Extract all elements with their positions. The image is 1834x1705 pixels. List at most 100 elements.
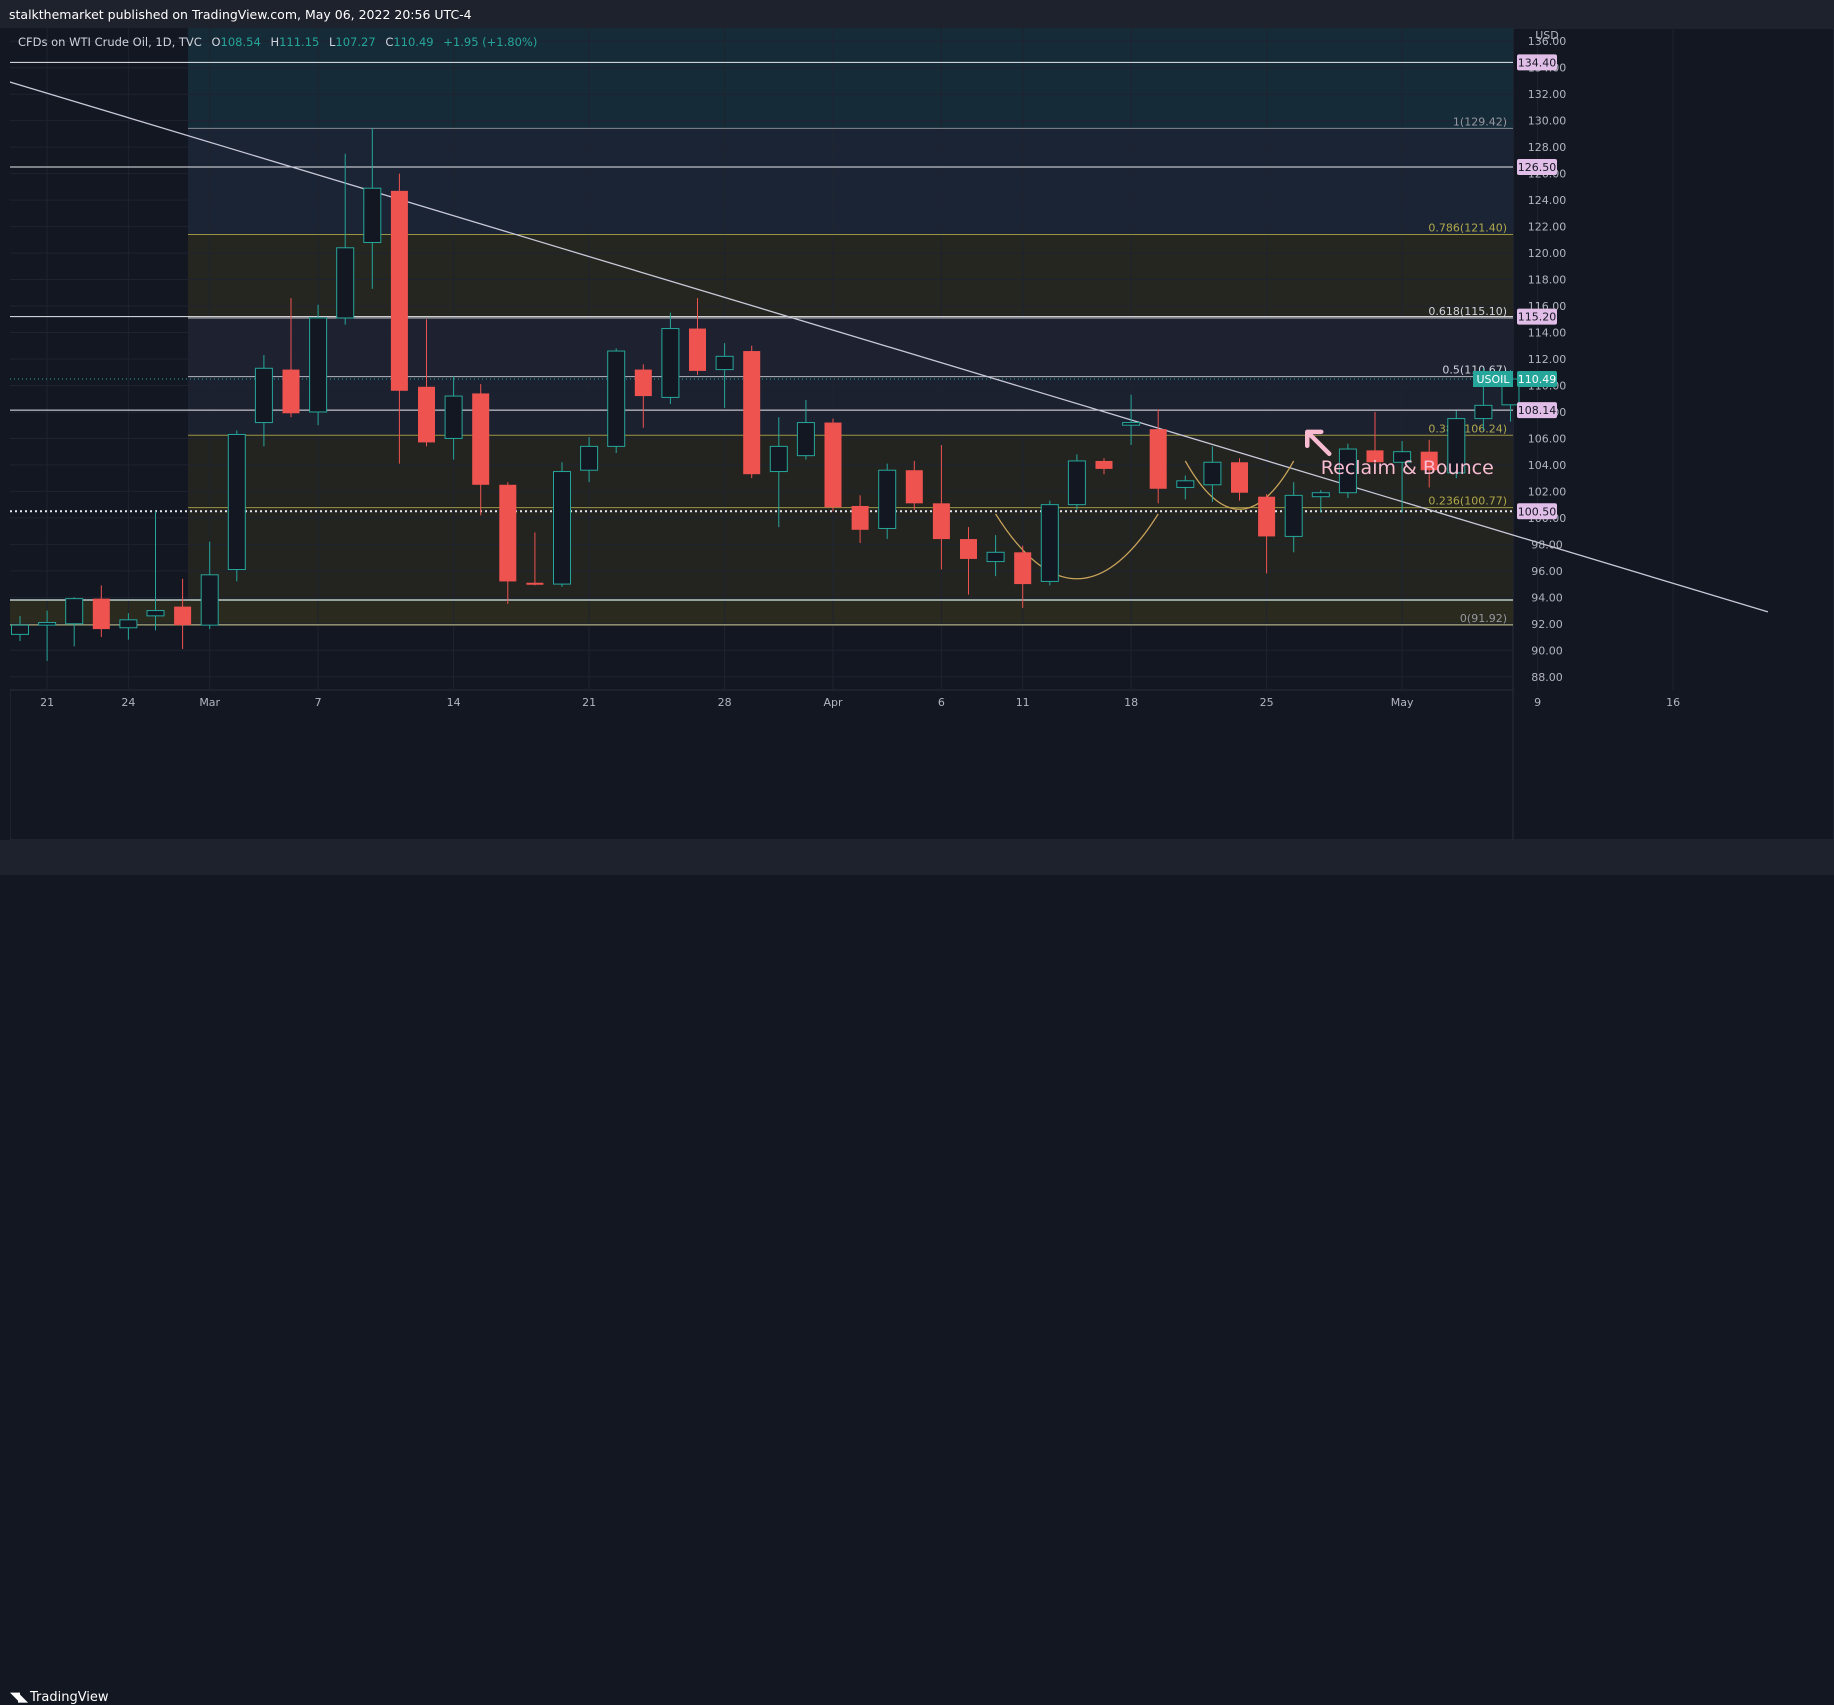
fib-zone-4 (188, 376, 1513, 436)
candle-body (282, 369, 300, 414)
price-tag-bg (1517, 308, 1557, 325)
fib-zone-1 (188, 128, 1513, 235)
candle-body (553, 471, 571, 585)
candle-body (1203, 461, 1222, 486)
price-tick-label: 98.00 (1531, 538, 1563, 551)
candle-body (1393, 451, 1412, 463)
candle-body (1231, 462, 1248, 493)
candle-body (932, 503, 950, 540)
fib-label: 0(91.92) (1460, 612, 1507, 625)
candle-body (878, 469, 897, 529)
low-label: L (329, 35, 336, 49)
price-tick-label: 96.00 (1531, 565, 1563, 578)
candle-body (715, 355, 734, 371)
price-tag-label: 100.50 (1518, 505, 1557, 518)
candle-body (1338, 448, 1357, 494)
time-tick-label: 16 (1666, 696, 1680, 709)
fib-label: 0.236(100.77) (1428, 495, 1507, 508)
candle-body (960, 539, 977, 559)
candle-body (634, 369, 652, 397)
support-zone (10, 599, 1513, 625)
time-tick-label: 21 (40, 696, 54, 709)
candle-body (1149, 429, 1167, 489)
candle-body (309, 317, 328, 413)
candle-body (1258, 496, 1276, 537)
handle-arc (1184, 460, 1295, 510)
time-tick-label: 6 (938, 696, 945, 709)
price-tick-label: 118.00 (1528, 274, 1567, 287)
candle-body (689, 328, 706, 371)
price-tick-label: 128.00 (1528, 141, 1567, 154)
price-tick-label: 104.00 (1528, 459, 1567, 472)
time-tick-label: Apr (823, 696, 843, 709)
price-chart[interactable]: 1(129.42)0.786(121.40)0.618(115.10)0.5(1… (10, 28, 1834, 840)
price-tag-label: 126.50 (1518, 161, 1557, 174)
fib-zone-2 (188, 234, 1513, 318)
time-tick-label: 11 (1016, 696, 1030, 709)
price-tag-label: 108.14 (1518, 404, 1557, 417)
candle-body (1311, 492, 1330, 498)
candle-body (1474, 404, 1493, 420)
symbol-legend: CFDs on WTI Crude Oil, 1D, TVC O108.54 H… (18, 35, 537, 49)
fib-label: 0.382(106.24) (1428, 422, 1507, 435)
current-price-tag-label: 110.49 (1518, 373, 1557, 386)
price-tick-label: 102.00 (1528, 485, 1567, 498)
publisher-bar: stalkthemarket published on TradingView.… (0, 0, 1834, 28)
candle-body (146, 610, 165, 617)
candle-body (580, 445, 599, 471)
candle-body (390, 190, 408, 391)
time-tick-label: Mar (199, 696, 220, 709)
price-tick-label: 94.00 (1531, 591, 1563, 604)
candle-body (38, 621, 57, 626)
time-tick-label: May (1391, 696, 1414, 709)
candle-body (1122, 422, 1141, 426)
candle-body (418, 386, 435, 443)
time-axis-panel (10, 689, 1514, 840)
candle-body (254, 367, 273, 424)
price-tag-bg (1517, 503, 1557, 520)
candle-body (11, 624, 29, 635)
footer-bar: ◥◣ TradingView (0, 840, 1834, 1705)
candle-body (1447, 418, 1466, 474)
price-tag-bg (1517, 402, 1557, 419)
candle-body (986, 551, 1005, 563)
time-tick-label: 24 (121, 696, 135, 709)
tradingview-logo-icon: ◥◣ (10, 1690, 28, 1705)
candle-body (65, 598, 84, 625)
candle-body (526, 582, 544, 585)
fib-label: 1(129.42) (1453, 115, 1507, 128)
high-value: 111.15 (279, 35, 320, 49)
price-tag-label: 115.20 (1518, 311, 1557, 324)
time-tick-label: 28 (718, 696, 732, 709)
price-tag-bg (1517, 159, 1557, 176)
annotation-text: Reclaim & Bounce (1321, 457, 1494, 479)
fib-zone-0 (188, 28, 1513, 129)
candle-body (119, 619, 138, 629)
candle-body (174, 606, 192, 626)
high-label: H (270, 35, 280, 49)
candle-body (1176, 480, 1195, 488)
price-tick-label: 114.00 (1528, 327, 1567, 340)
price-tick-label: 120.00 (1528, 247, 1567, 260)
candle-body (200, 574, 219, 626)
price-tick-label: 90.00 (1531, 644, 1563, 657)
candle-body (851, 505, 869, 530)
price-tick-label: 136.00 (1528, 35, 1567, 48)
tradingview-brand: TradingView (30, 1690, 109, 1705)
candle-body (743, 351, 761, 475)
close-value: 110.49 (393, 35, 434, 49)
tradingview-logo[interactable]: ◥◣ TradingView (10, 1690, 109, 1705)
low-value: 107.27 (335, 35, 376, 49)
time-tick-label: 25 (1260, 696, 1274, 709)
time-tick-label: 14 (447, 696, 461, 709)
price-tick-label: 122.00 (1528, 221, 1567, 234)
fib-label: 0.618(115.10) (1428, 305, 1507, 318)
candle-body (1014, 552, 1032, 585)
symbol-tag-label: USOIL (1476, 373, 1510, 386)
close-label: C (385, 35, 394, 49)
candle-body (472, 393, 490, 485)
candle-body (796, 422, 815, 457)
current-price-tag-bg (1517, 370, 1557, 387)
candle-body (661, 328, 680, 398)
open-label: O (211, 35, 221, 49)
